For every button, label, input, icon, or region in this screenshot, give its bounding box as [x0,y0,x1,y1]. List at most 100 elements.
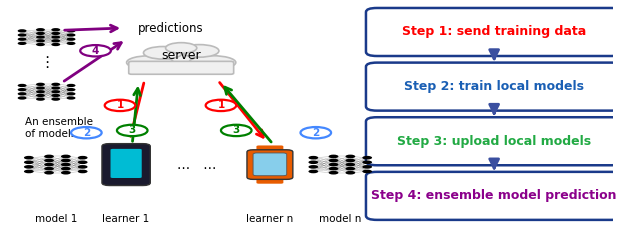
Circle shape [80,45,111,57]
Circle shape [105,100,135,111]
Circle shape [67,42,76,45]
FancyBboxPatch shape [253,153,287,176]
Circle shape [78,165,88,169]
Circle shape [308,156,318,160]
Text: server: server [161,49,201,62]
FancyBboxPatch shape [366,63,622,111]
Circle shape [346,155,355,158]
Circle shape [24,170,34,173]
Text: Step 4: ensemble model prediction: Step 4: ensemble model prediction [371,189,617,202]
FancyBboxPatch shape [257,145,284,155]
Circle shape [61,159,71,162]
Ellipse shape [180,45,219,57]
Circle shape [44,155,54,158]
FancyBboxPatch shape [102,144,150,185]
Circle shape [36,98,45,101]
Circle shape [61,155,71,158]
Text: predictions: predictions [138,22,204,35]
Circle shape [346,159,355,162]
Text: Step 1: send training data: Step 1: send training data [402,25,586,38]
Circle shape [36,28,45,31]
Circle shape [18,38,26,41]
FancyBboxPatch shape [129,61,234,74]
Circle shape [67,38,76,41]
Circle shape [36,39,45,42]
Circle shape [18,96,26,100]
Circle shape [51,83,60,86]
Text: 1: 1 [116,100,124,110]
Circle shape [67,33,76,37]
Circle shape [51,28,60,31]
FancyBboxPatch shape [257,174,284,184]
Circle shape [18,92,26,95]
FancyBboxPatch shape [247,150,293,179]
Circle shape [18,33,26,37]
Text: An ensemble
of models: An ensemble of models [25,117,93,139]
Text: learner n: learner n [246,214,294,224]
Circle shape [346,171,355,174]
Text: 3: 3 [129,125,136,135]
Text: learner 1: learner 1 [102,214,150,224]
Text: ⋮: ⋮ [39,55,54,70]
Circle shape [328,171,339,174]
Circle shape [221,125,252,136]
Text: 4: 4 [92,46,99,56]
FancyBboxPatch shape [111,149,141,178]
Circle shape [18,88,26,91]
Circle shape [44,163,54,166]
Ellipse shape [145,54,218,71]
Circle shape [328,167,339,170]
Text: 2: 2 [312,128,319,138]
Circle shape [362,156,372,160]
Circle shape [328,163,339,166]
FancyBboxPatch shape [366,117,622,165]
Circle shape [61,163,71,166]
Circle shape [51,86,60,90]
Circle shape [44,167,54,170]
Circle shape [18,29,26,33]
Circle shape [18,42,26,45]
Circle shape [61,167,71,170]
Circle shape [67,88,76,91]
Circle shape [51,94,60,97]
Circle shape [36,83,45,86]
Circle shape [117,125,148,136]
Ellipse shape [189,56,236,69]
Circle shape [36,90,45,93]
Text: ...   ...: ... ... [177,158,216,172]
Circle shape [67,92,76,95]
Bar [129,60,233,73]
Circle shape [308,161,318,164]
Text: 1: 1 [218,100,225,110]
Text: 2: 2 [83,128,90,138]
Circle shape [362,161,372,164]
Text: Step 2: train local models: Step 2: train local models [404,80,584,93]
Circle shape [24,156,34,160]
Circle shape [328,159,339,162]
Ellipse shape [166,43,196,53]
Circle shape [18,84,26,87]
Circle shape [44,171,54,174]
FancyBboxPatch shape [366,172,622,220]
Circle shape [308,165,318,169]
Circle shape [78,161,88,164]
Circle shape [67,29,76,33]
Circle shape [44,159,54,162]
Circle shape [51,32,60,35]
Circle shape [36,32,45,35]
Ellipse shape [127,56,173,69]
Circle shape [78,156,88,160]
Text: model n: model n [319,214,362,224]
Circle shape [362,165,372,169]
Circle shape [346,167,355,170]
Circle shape [36,35,45,39]
Text: model 1: model 1 [35,214,77,224]
Circle shape [24,161,34,164]
Circle shape [328,155,339,158]
FancyBboxPatch shape [366,8,622,56]
Ellipse shape [143,46,182,59]
Circle shape [51,43,60,46]
Circle shape [51,98,60,101]
Circle shape [36,94,45,97]
Circle shape [67,84,76,87]
